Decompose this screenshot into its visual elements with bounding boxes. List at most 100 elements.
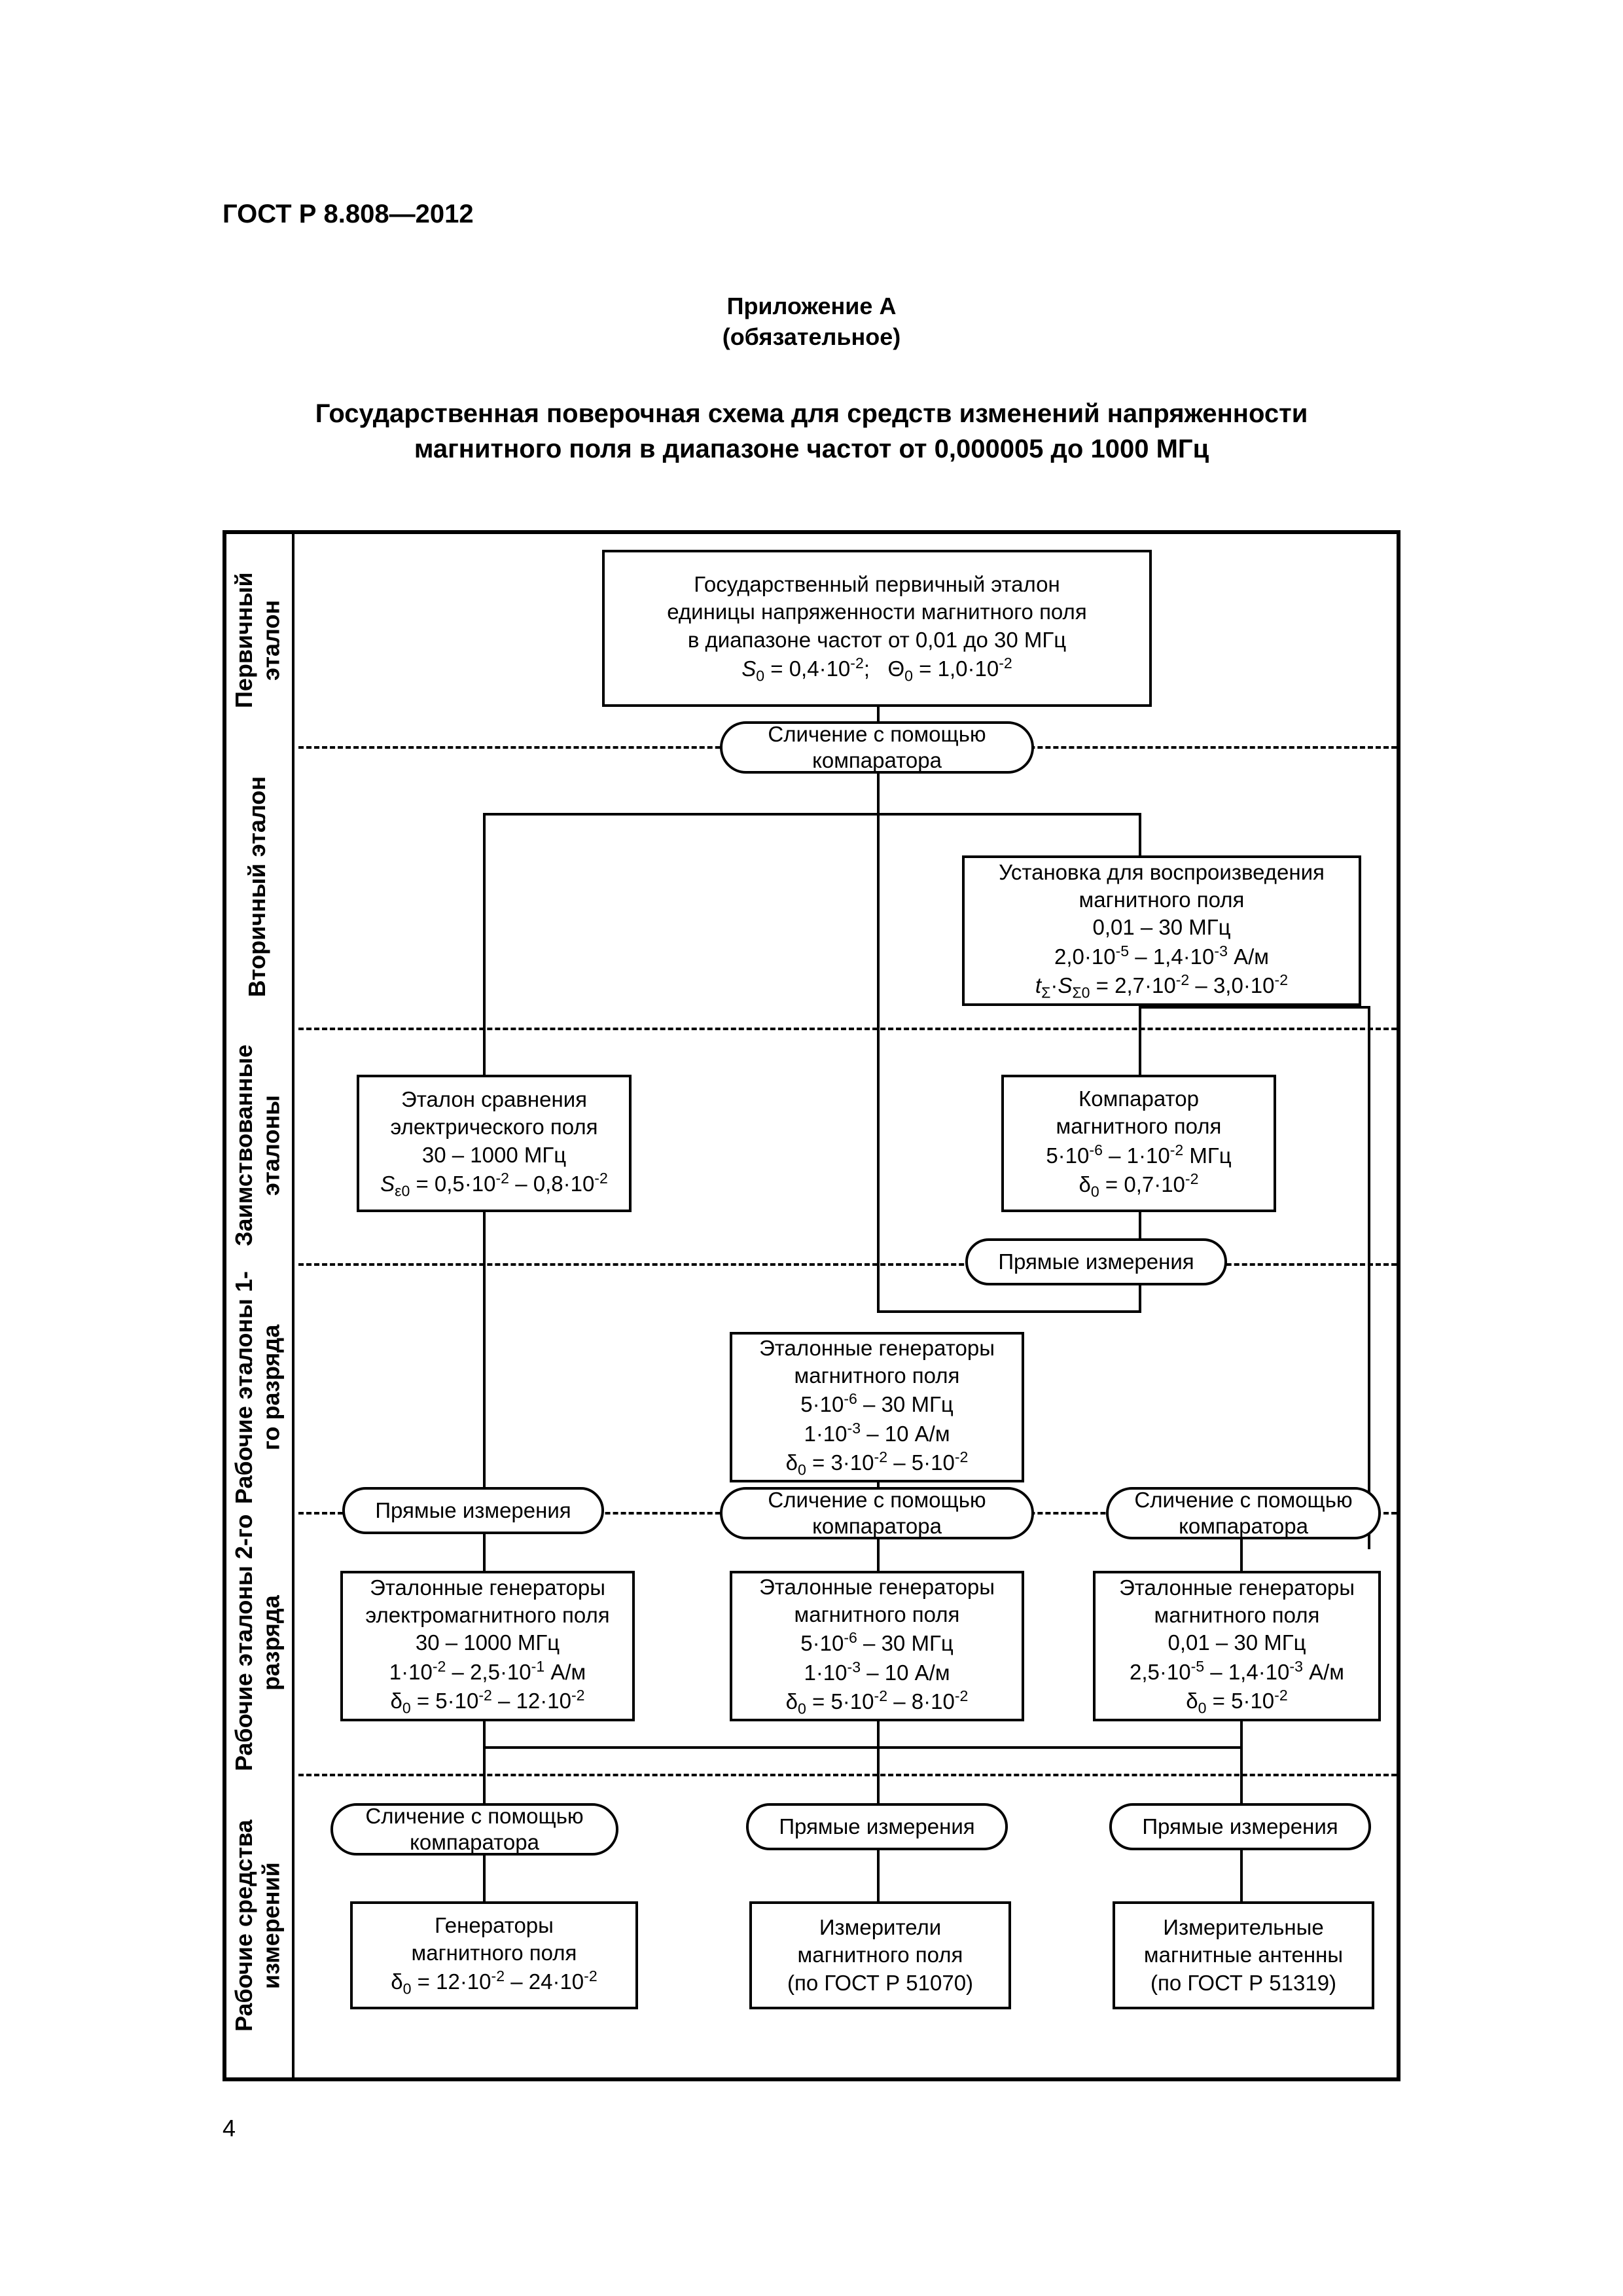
- box-secondary: Установка для воспроизведения магнитного…: [962, 855, 1361, 1006]
- pill-comp2-text: Сличение с помощью компаратора: [736, 1487, 1018, 1539]
- conn-h-w2ab: [483, 1746, 880, 1749]
- conn-v-far-right: [1368, 1006, 1370, 1549]
- sec-l5: tΣ·SΣ0 = 2,7·10-2 – 3,0·10-2: [1035, 971, 1288, 1003]
- bl-l2: электрического поля: [390, 1113, 597, 1141]
- sep-3: [298, 1263, 1397, 1266]
- row-label-secondary: Вторичный эталон: [223, 746, 294, 1028]
- title: Государственная поверочная схема для сре…: [0, 396, 1623, 467]
- pill-comparator-4: Сличение с помощью компаратора: [330, 1803, 618, 1856]
- pill-direct4-text: Прямые измерения: [1142, 1814, 1338, 1840]
- w2a-l2: электромагнитного поля: [365, 1602, 609, 1629]
- sec-l1: Установка для воспроизведения: [999, 859, 1325, 886]
- conn-v-p2c: [1240, 1539, 1243, 1571]
- verification-scheme-diagram: Первичный эталон Вторичный эталон Заимст…: [223, 530, 1400, 2081]
- pill-direct-1: Прямые измерения: [965, 1238, 1227, 1285]
- sec-l4: 2,0·10-5 – 1,4·10-3 А/м: [1054, 942, 1269, 971]
- conn-v-w1-down: [877, 1482, 880, 1487]
- conn-v-1: [877, 707, 880, 721]
- title-l2: магнитного поля в диапазоне частот от 0,…: [0, 431, 1623, 467]
- br-l2: магнитного поля: [1056, 1113, 1222, 1140]
- conn-v-fa: [483, 1856, 486, 1901]
- conn-v-pill1-down: [1139, 1285, 1141, 1310]
- pill-direct-4: Прямые измерения: [1109, 1803, 1371, 1850]
- page-number: 4: [223, 2115, 236, 2142]
- conn-v-w2b: [877, 1721, 880, 1746]
- pill-direct2-text: Прямые измерения: [375, 1498, 571, 1524]
- pill-comp1-text: Сличение с помощью компаратора: [736, 721, 1018, 773]
- row-label-borrowed: Заимствованные эталоны: [223, 1028, 294, 1263]
- conn-v-r6c: [1240, 1749, 1243, 1803]
- box-final-c: Измерительные магнитные антенны (по ГОСТ…: [1113, 1901, 1374, 2009]
- pill-direct-2: Прямые измерения: [342, 1487, 604, 1534]
- fc-l1: Измерительные: [1163, 1914, 1323, 1941]
- fc-l2: магнитные антенны: [1144, 1941, 1343, 1969]
- w2b-l2: магнитного поля: [794, 1601, 960, 1628]
- box-work1: Эталонные генераторы магнитного поля 5·1…: [730, 1332, 1024, 1482]
- conn-v-left-down: [483, 813, 486, 1075]
- w2b-l4: 1·10-3 – 10 А/м: [804, 1658, 950, 1687]
- pill-comp3-text: Сличение с помощью компаратора: [1122, 1487, 1365, 1539]
- fc-l3: (по ГОСТ Р 51319): [1150, 1969, 1336, 1997]
- bl-l4: Sε0 = 0,5·10-2 – 0,8·10-2: [380, 1169, 608, 1201]
- br-l3: 5·10-6 – 1·10-2 МГц: [1046, 1141, 1231, 1170]
- box-borrowed-right: Компаратор магнитного поля 5·10-6 – 1·10…: [1001, 1075, 1276, 1212]
- pill-direct3-text: Прямые измерения: [779, 1814, 974, 1840]
- conn-v-p2a: [483, 1534, 486, 1571]
- row-label-work1: Рабочие эталоны 1-го разряда: [223, 1263, 294, 1512]
- pill-comparator-2: Сличение с помощью компаратора: [720, 1487, 1034, 1539]
- w1-l5: δ0 = 3·10-2 – 5·10-2: [786, 1448, 969, 1480]
- w2c-l5: δ0 = 5·10-2: [1186, 1686, 1287, 1718]
- conn-h-work1: [877, 1310, 1141, 1313]
- bl-l1: Эталон сравнения: [401, 1086, 587, 1113]
- appendix-l2: (обязательное): [0, 322, 1623, 353]
- fb-l3: (по ГОСТ Р 51070): [787, 1969, 973, 1997]
- conn-v-r6b: [877, 1749, 880, 1803]
- w1-l4: 1·10-3 – 10 А/м: [804, 1419, 950, 1448]
- w1-l2: магнитного поля: [794, 1362, 960, 1390]
- w2a-l3: 30 – 1000 МГц: [416, 1629, 560, 1657]
- pill-direct-3: Прямые измерения: [746, 1803, 1008, 1850]
- sep-5: [298, 1774, 1397, 1776]
- conn-h-1: [483, 813, 1140, 816]
- w2b-l1: Эталонные генераторы: [759, 1573, 995, 1601]
- w1-l3: 5·10-6 – 30 МГц: [800, 1390, 953, 1418]
- w2c-l2: магнитного поля: [1154, 1602, 1320, 1629]
- w2a-l5: δ0 = 5·10-2 – 12·10-2: [390, 1686, 584, 1718]
- doc-id: ГОСТ Р 8.808—2012: [223, 200, 474, 229]
- primary-l3: в диапазоне частот от 0,01 до 30 МГц: [688, 626, 1066, 654]
- conn-v-2: [877, 774, 880, 813]
- sec-l2: магнитного поля: [1079, 886, 1245, 914]
- fa-l1: Генераторы: [435, 1912, 554, 1939]
- row-label-primary: Первичный эталон: [223, 534, 294, 746]
- primary-l1: Государственный первичный эталон: [694, 571, 1060, 598]
- conn-v-fb: [877, 1850, 880, 1901]
- row-label-working-means: Рабочие средства измерений: [223, 1774, 294, 2077]
- conn-v-w2c: [1240, 1721, 1243, 1746]
- sep-2: [298, 1028, 1397, 1030]
- conn-v-to-sec: [1139, 813, 1141, 855]
- appendix: Приложение А (обязательное): [0, 291, 1623, 353]
- pill-comp4-text: Сличение с помощью компаратора: [346, 1803, 603, 1855]
- conn-v-p2b: [877, 1539, 880, 1571]
- box-work2b: Эталонные генераторы магнитного поля 5·1…: [730, 1571, 1024, 1721]
- conn-h-sec-out: [1139, 1006, 1370, 1009]
- primary-l4: S0 = 0,4·10-2; Θ0 = 1,0·10-2: [741, 654, 1012, 686]
- row-label-work2: Рабочие эталоны 2-го разряда: [223, 1512, 294, 1774]
- sec-l3: 0,01 – 30 МГц: [1092, 914, 1230, 941]
- box-final-a: Генераторы магнитного поля δ0 = 12·10-2 …: [350, 1901, 638, 2009]
- w2c-l4: 2,5·10-5 – 1,4·10-3 А/м: [1130, 1657, 1344, 1686]
- w2a-l1: Эталонные генераторы: [370, 1574, 605, 1602]
- pill-comparator-1: Сличение с помощью компаратора: [720, 721, 1034, 774]
- w2a-l4: 1·10-2 – 2,5·10-1 А/м: [389, 1657, 586, 1686]
- box-work2c: Эталонные генераторы магнитного поля 0,0…: [1093, 1571, 1381, 1721]
- box-work2a: Эталонные генераторы электромагнитного п…: [340, 1571, 635, 1721]
- w2c-l1: Эталонные генераторы: [1119, 1574, 1355, 1602]
- w2b-l3: 5·10-6 – 30 МГц: [800, 1628, 953, 1657]
- appendix-l1: Приложение А: [0, 291, 1623, 322]
- br-l1: Компаратор: [1079, 1085, 1199, 1113]
- conn-v-fc: [1240, 1850, 1243, 1901]
- conn-v-br-down: [1139, 1212, 1141, 1238]
- conn-v-r6a: [483, 1749, 486, 1803]
- pill-comparator-3: Сличение с помощью компаратора: [1106, 1487, 1381, 1539]
- conn-v-sec-down: [1139, 1006, 1141, 1075]
